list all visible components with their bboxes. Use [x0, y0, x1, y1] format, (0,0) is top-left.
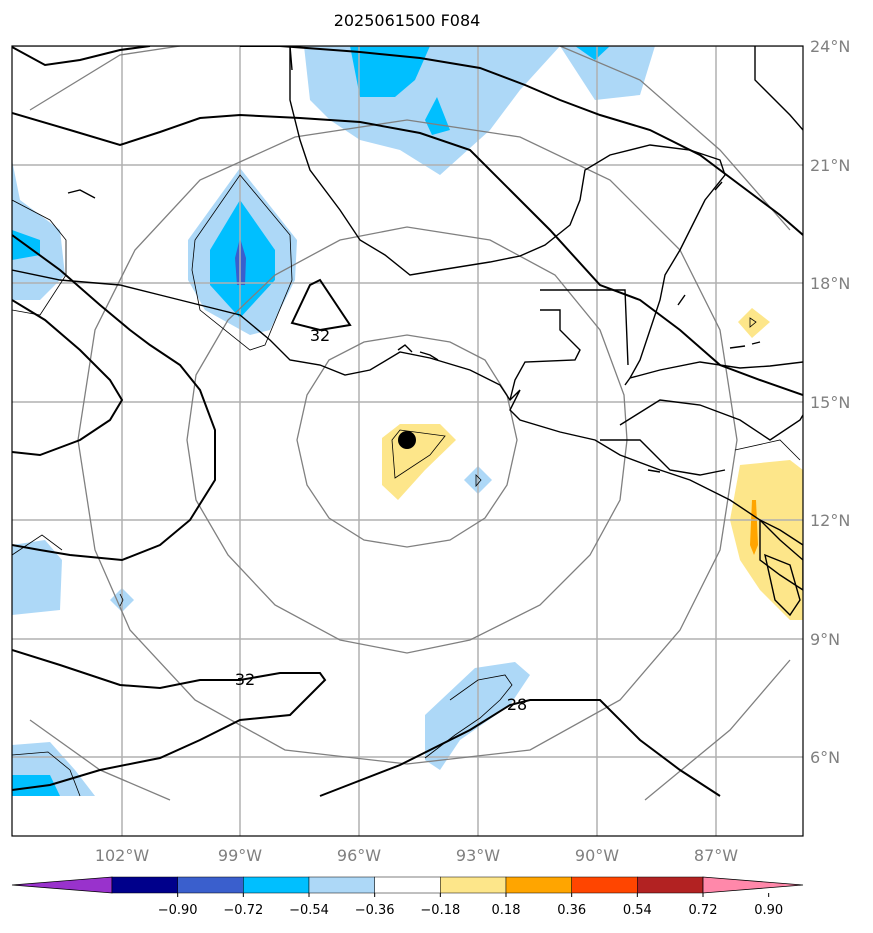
- lon-label-96w: 96°W: [337, 846, 381, 865]
- shade-blue-north: [350, 46, 430, 97]
- range-rings: [29, 46, 791, 801]
- lat-label-9n: 9°N: [810, 630, 840, 649]
- colorbar-segment: [440, 876, 507, 894]
- lat-label-6n: 6°N: [810, 748, 840, 767]
- contour-labels: 32 32 28: [235, 326, 527, 714]
- colorbar-tick-label: −0.90: [158, 903, 198, 918]
- contour-label-28: 28: [507, 695, 527, 714]
- colorbar-tick-label: 0.72: [689, 903, 718, 918]
- thin-contours: [12, 174, 801, 797]
- shade-light-blue-ne: [560, 46, 655, 100]
- map-border: [11, 45, 804, 837]
- storm-center-marker: [398, 431, 416, 449]
- lat-label-15n: 15°N: [810, 393, 850, 412]
- lon-label-93w: 93°W: [456, 846, 500, 865]
- colorbar-extend-high: [702, 876, 804, 894]
- colorbar-segment: [374, 876, 441, 894]
- lat-label-21n: 21°N: [810, 156, 850, 175]
- colorbar-tick-label: 0.36: [557, 903, 586, 918]
- lat-label-12n: 12°N: [810, 511, 850, 530]
- colorbar-segment: [571, 876, 638, 894]
- shade-blue-s: [12, 775, 60, 796]
- thick-contours: [12, 46, 803, 797]
- lon-label-90w: 90°W: [575, 846, 619, 865]
- contour-label-32-north: 32: [310, 326, 330, 345]
- colorbar-segment: [111, 876, 178, 894]
- colorbar-tick-label: 0.90: [754, 903, 783, 918]
- lon-label-99w: 99°W: [218, 846, 262, 865]
- shade-light-blue-sw: [12, 540, 62, 615]
- map-content: [12, 46, 803, 836]
- shade-blue-ne: [575, 46, 610, 60]
- longitude-labels: 102°W 99°W 96°W 93°W 90°W 87°W: [95, 846, 738, 865]
- lon-label-87w: 87°W: [694, 846, 738, 865]
- colorbar: −0.90 −0.72 −0.54 −0.36 −0.18 0.18 0.36 0.54 0.7…: [11, 876, 804, 918]
- colorbar-tick-label: −0.18: [420, 903, 460, 918]
- colorbar-segment: [505, 876, 572, 894]
- colorbar-tick-label: −0.72: [223, 903, 263, 918]
- colorbar-extend-low: [11, 876, 113, 894]
- colorbar-tick-label: 0.54: [623, 903, 652, 918]
- colorbar-tick-label: −0.54: [289, 903, 329, 918]
- colorbar-tick-label: 0.18: [492, 903, 521, 918]
- lon-label-102w: 102°W: [95, 846, 150, 865]
- lat-label-18n: 18°N: [810, 274, 850, 293]
- colorbar-segment: [177, 876, 244, 894]
- lat-label-24n: 24°N: [810, 37, 850, 56]
- shade-orange-east: [750, 500, 758, 555]
- shade-yellow-diamond: [738, 308, 770, 338]
- shade-yellow-east: [730, 460, 803, 620]
- colorbar-segment: [308, 876, 375, 894]
- colorbar-segment: [243, 876, 310, 894]
- colorbar-tick-label: −0.36: [355, 903, 395, 918]
- grid-lines: [12, 46, 803, 836]
- figure-title: 2025061500 F084: [334, 11, 481, 30]
- colorbar-segment: [637, 876, 704, 894]
- latitude-labels: 24°N 21°N 18°N 15°N 12°N 9°N 6°N: [810, 37, 850, 767]
- contour-label-32-south: 32: [235, 670, 255, 689]
